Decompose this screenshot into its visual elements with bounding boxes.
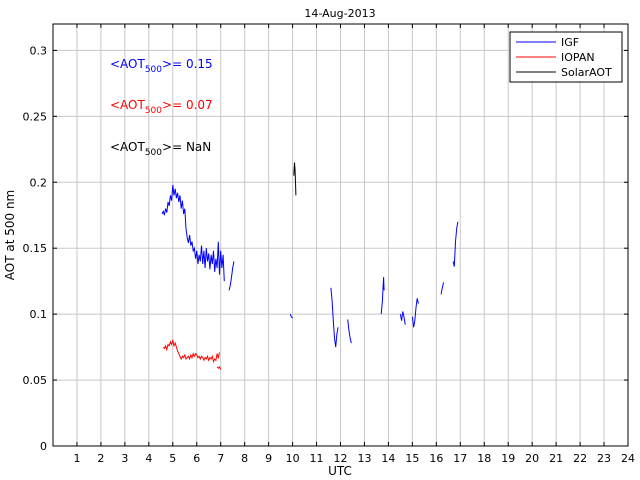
legend-label-solaraot: SolarAOT [561, 66, 612, 79]
series-line-igf [161, 184, 225, 282]
y-tick-label: 0.2 [30, 176, 48, 189]
y-tick-label: 0.05 [23, 374, 48, 387]
x-tick-label: 4 [145, 452, 152, 465]
series-line-igf [330, 287, 339, 348]
x-tick-label: 18 [477, 452, 491, 465]
x-tick-label: 13 [357, 452, 371, 465]
y-tick-label: 0.3 [30, 44, 48, 57]
series-igf [161, 184, 459, 348]
series-line-igf [440, 282, 444, 295]
x-tick-label: 9 [265, 452, 272, 465]
x-tick-label: 5 [169, 452, 176, 465]
x-tick-label: 20 [525, 452, 539, 465]
x-tick-label: 23 [597, 452, 611, 465]
x-tick-label: 22 [573, 452, 587, 465]
chart-title: 14-Aug-2013 [304, 7, 375, 20]
series-line-igf [399, 311, 406, 325]
series-iopan [162, 338, 222, 370]
x-tick-label: 3 [121, 452, 128, 465]
y-axis-label: AOT at 500 nm [3, 190, 17, 280]
x-tick-label: 15 [405, 452, 419, 465]
y-tick-label: 0.1 [30, 308, 48, 321]
mean-annotation: <AOT500>= NaN [110, 140, 211, 158]
series-line-igf [347, 319, 352, 344]
x-tick-label: 2 [97, 452, 104, 465]
series-line-igf [289, 313, 293, 319]
series-line-igf [411, 298, 419, 328]
x-tick-label: 14 [381, 452, 395, 465]
mean-annotations: <AOT500>= 0.15 <AOT500>= 0.07 <AOT500>= Na… [110, 57, 213, 158]
x-tick-label: 1 [73, 452, 80, 465]
mean-annotation: <AOT500>= 0.15 [110, 57, 213, 75]
x-tick-label: 11 [310, 452, 324, 465]
x-tick-label: 17 [453, 452, 467, 465]
tick-labels: 1 2 3 4 5 6 7 8 9 10 11 12 13 14 15 16 17 18 19 20 21 22 23 240… [23, 44, 636, 465]
x-tick-label: 19 [501, 452, 515, 465]
tick-marks [53, 24, 629, 447]
series-line-solaraot [293, 162, 297, 196]
x-tick-label: 6 [193, 452, 200, 465]
x-tick-label: 16 [429, 452, 443, 465]
legend-label-iopan: IOPAN [561, 51, 595, 64]
series-line-igf [228, 261, 235, 291]
y-tick-label: 0.25 [23, 110, 48, 123]
series-line-igf [452, 221, 459, 267]
x-tick-label: 12 [334, 452, 348, 465]
y-tick-label: 0.15 [23, 242, 48, 255]
x-tick-label: 7 [217, 452, 224, 465]
legend-label-igf: IGF [561, 36, 579, 49]
series-line-iopan [162, 338, 220, 364]
legend: IGF IOPAN SolarAOT [509, 31, 623, 83]
x-axis-label: UTC [328, 464, 352, 478]
series-line-igf [380, 277, 385, 315]
mean-annotation: <AOT500>= 0.07 [110, 98, 213, 116]
x-tick-label: 21 [549, 452, 563, 465]
grid-lines [53, 24, 628, 446]
y-tick-label: 0 [40, 440, 47, 453]
x-tick-label: 8 [241, 452, 248, 465]
series-line-iopan [216, 366, 222, 370]
series-layer [161, 162, 459, 370]
x-tick-label: 10 [286, 452, 300, 465]
x-tick-label: 24 [621, 452, 635, 465]
series-solaraot [293, 162, 297, 196]
